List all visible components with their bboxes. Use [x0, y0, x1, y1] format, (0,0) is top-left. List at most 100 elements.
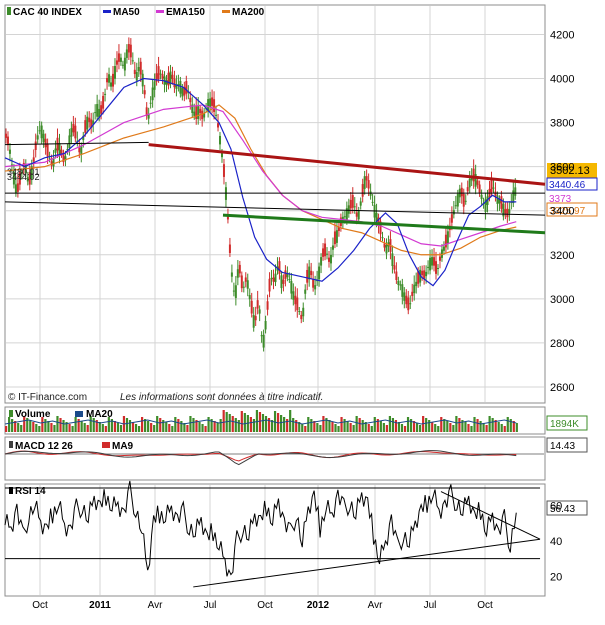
volume-bar — [5, 426, 8, 432]
price-y-tick-label: 3400 — [550, 206, 574, 218]
legend-vol-ma20: MA20 — [86, 409, 113, 420]
legend-ma50: MA50 — [113, 7, 140, 18]
volume-bar — [479, 421, 482, 432]
price-candle-body — [50, 161, 53, 166]
volume-value-label: 1894K — [550, 419, 579, 430]
price-candle-body — [417, 271, 420, 284]
volume-bar — [270, 420, 274, 432]
volume-bar — [283, 417, 286, 432]
price-candle-body — [440, 249, 443, 258]
price-candle-body — [436, 268, 439, 269]
volume-bar — [89, 416, 92, 432]
x-tick-label: Jul — [204, 600, 217, 611]
volume-bar — [201, 424, 204, 432]
volume-bar — [503, 426, 506, 432]
price-candle-body — [88, 117, 91, 122]
volume-bar — [434, 424, 437, 432]
resistance-trendline — [148, 143, 546, 186]
price-candle-body — [468, 178, 471, 188]
price-candle-body — [16, 183, 19, 192]
volume-bar — [29, 420, 32, 432]
price-candle-body — [32, 157, 35, 162]
price-candle-body — [268, 278, 271, 292]
volume-bar — [425, 418, 428, 432]
price-candle-body — [250, 300, 253, 314]
volume-bar — [210, 419, 213, 432]
volume-bar — [304, 426, 307, 432]
price-candle-body — [78, 148, 81, 153]
price-candle-body — [427, 266, 430, 268]
volume-bar — [171, 426, 174, 432]
price-candle-body — [137, 67, 140, 72]
volume-bar — [391, 418, 395, 432]
macd-value-label: 14.43 — [550, 441, 575, 452]
price-candle-body — [125, 49, 128, 58]
price-candle-body — [177, 84, 180, 86]
volume-bar — [59, 418, 62, 432]
price-candle-body — [403, 292, 406, 301]
volume-bar — [286, 419, 289, 432]
price-candle-body — [337, 226, 340, 232]
volume-bar — [325, 418, 328, 432]
volume-bar — [249, 417, 252, 432]
price-candle-body — [326, 253, 329, 255]
price-candle-body — [331, 245, 334, 250]
volume-bar — [41, 417, 44, 432]
price-candle-body — [409, 303, 412, 305]
last-price-box — [547, 163, 597, 178]
price-candle-body — [46, 143, 49, 157]
price-candle-body — [415, 281, 418, 287]
price-candle-body — [119, 57, 122, 62]
volume-bar — [298, 422, 301, 432]
price-candle-body — [244, 277, 247, 282]
volume-bar — [128, 420, 132, 432]
price-candle-body — [183, 86, 186, 96]
legend-swatch-rsi — [9, 487, 13, 494]
volume-bar — [292, 418, 295, 432]
volume-bar — [485, 425, 488, 432]
price-y-tick-label: 3200 — [550, 250, 574, 262]
macd-legend: MACD 12 26 MA9 — [9, 441, 134, 452]
volume-bar — [440, 417, 443, 432]
price-candle-body — [318, 266, 321, 280]
volume-bar — [26, 418, 29, 432]
price-candle-body — [333, 231, 336, 245]
price-candle-body — [121, 64, 124, 66]
price-candle-body — [425, 271, 428, 277]
volume-bar — [382, 423, 385, 432]
price-candle-body — [375, 213, 378, 222]
price-candle-body — [385, 244, 388, 254]
volume-bar — [125, 418, 129, 432]
price-candle-body — [353, 206, 356, 208]
price-candle-body — [446, 231, 449, 244]
price-candle-body — [203, 113, 206, 118]
volume-bar — [11, 419, 14, 432]
price-candle-body — [236, 269, 239, 278]
volume-bar — [68, 424, 71, 432]
x-tick-label: Oct — [32, 600, 48, 611]
price-candle-body — [328, 257, 330, 262]
price-candle-body — [131, 60, 134, 62]
price-candle-body — [391, 253, 394, 267]
x-tick-label: Avr — [148, 600, 163, 611]
price-candle-body — [290, 280, 293, 294]
volume-bar — [243, 413, 246, 432]
volume-bar — [65, 422, 68, 432]
volume-bar — [258, 412, 262, 432]
price-candle-body — [28, 171, 31, 185]
volume-bar — [77, 419, 80, 432]
volume-bar — [150, 423, 153, 432]
price-candle-body — [133, 69, 136, 75]
volume-bar — [35, 424, 38, 432]
price-candle-body — [145, 107, 148, 116]
volume-bar — [168, 424, 171, 432]
price-candle-body — [94, 112, 97, 114]
price-candle-body — [466, 187, 469, 192]
rsi-y-tick-label: 60 — [550, 501, 562, 513]
x-tick-label: Oct — [477, 600, 493, 611]
volume-bar — [56, 416, 59, 432]
volume-bar — [219, 419, 222, 432]
price-y-tick-label: 4000 — [550, 74, 574, 86]
volume-bar — [319, 425, 322, 432]
volume-bar — [461, 420, 464, 432]
